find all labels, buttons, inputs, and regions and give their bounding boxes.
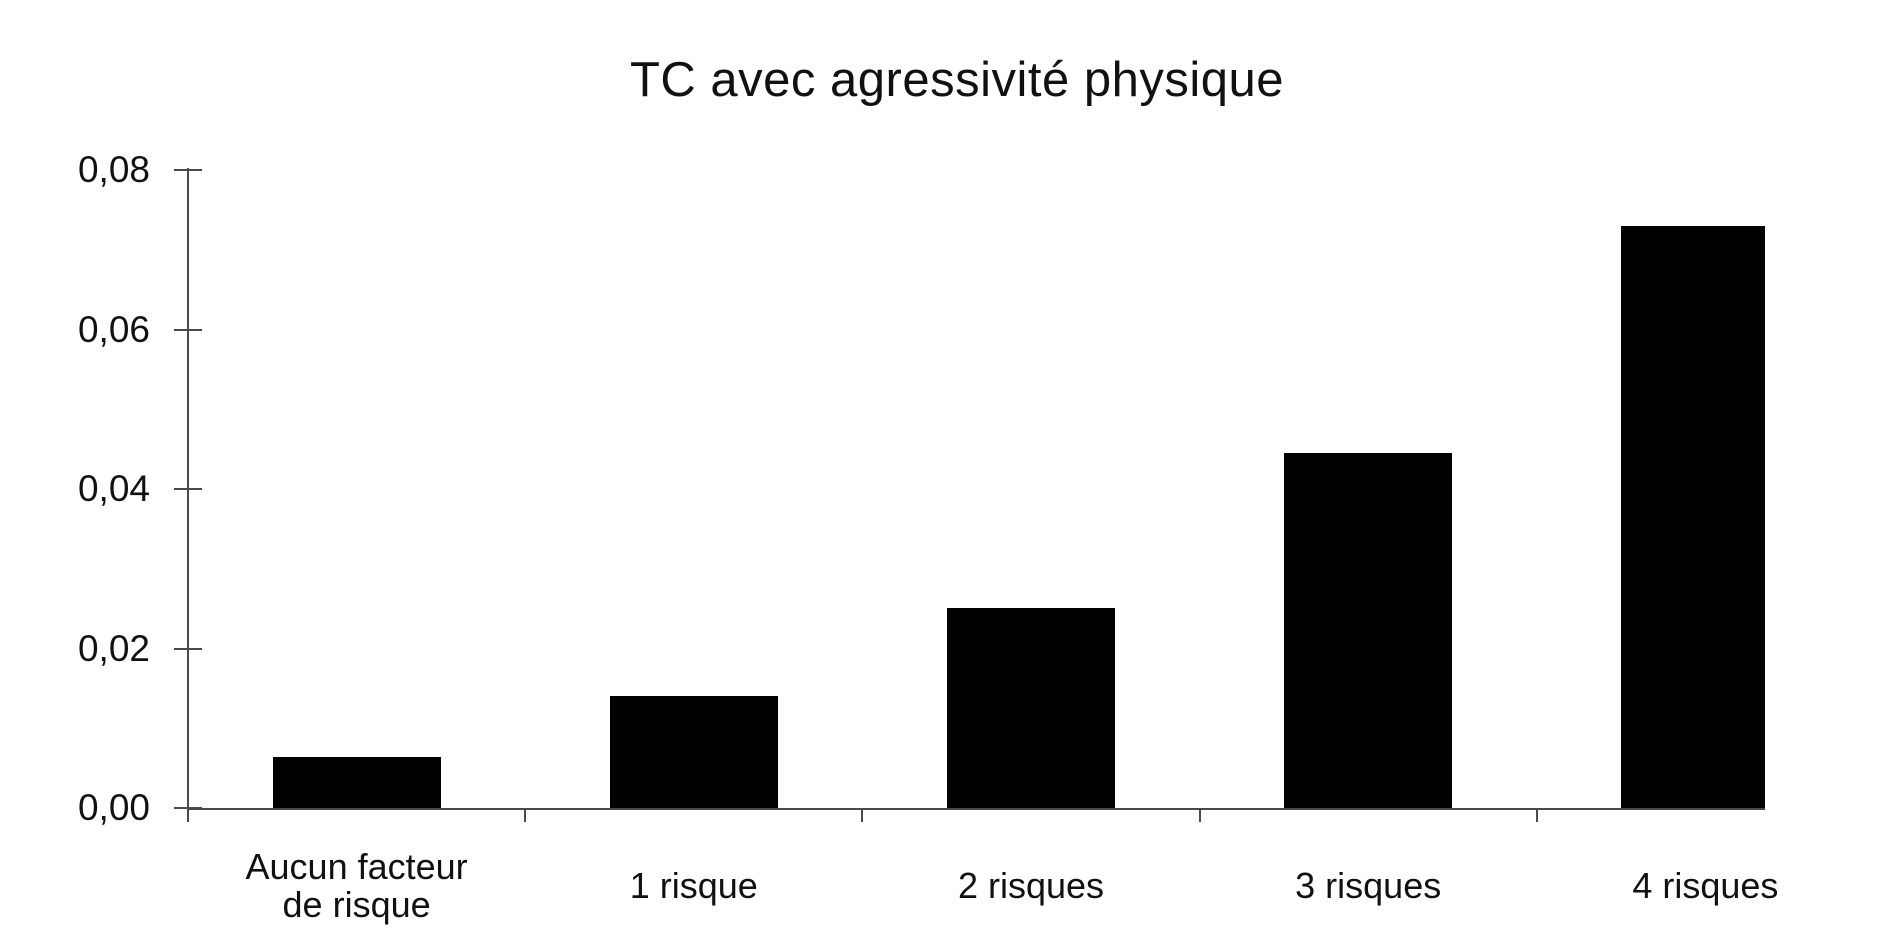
y-axis-line [187, 168, 189, 822]
y-tick [174, 169, 202, 171]
x-tick [524, 808, 527, 822]
y-tick [174, 328, 202, 331]
y-tick-label: 0,06 [77, 308, 150, 350]
bar [1621, 226, 1765, 808]
y-tick-label: 0,00 [77, 787, 150, 828]
bar [609, 696, 778, 808]
y-tick-label: 0,08 [77, 149, 150, 190]
chart-title: TC avec agressivité physique [629, 53, 1284, 107]
category-label: 3 risques [1295, 864, 1442, 906]
y-tick [174, 647, 202, 650]
y-tick [174, 488, 202, 490]
category-label: Aucun facteur de risque [245, 845, 468, 925]
plot-area [188, 170, 1765, 808]
y-tick-label: 0,02 [77, 627, 150, 669]
x-tick [861, 808, 864, 822]
y-tick [174, 807, 202, 809]
category-label: 4 risques [1632, 864, 1779, 906]
y-tick-label: 0,04 [77, 468, 150, 509]
bar [1284, 453, 1453, 808]
x-tick [1535, 808, 1538, 822]
bar [272, 757, 441, 808]
x-tick [1198, 808, 1201, 822]
bar [947, 608, 1115, 808]
category-label: 2 risques [957, 864, 1105, 906]
category-label: 1 risque [629, 864, 758, 906]
x-axis-line [188, 808, 1765, 810]
